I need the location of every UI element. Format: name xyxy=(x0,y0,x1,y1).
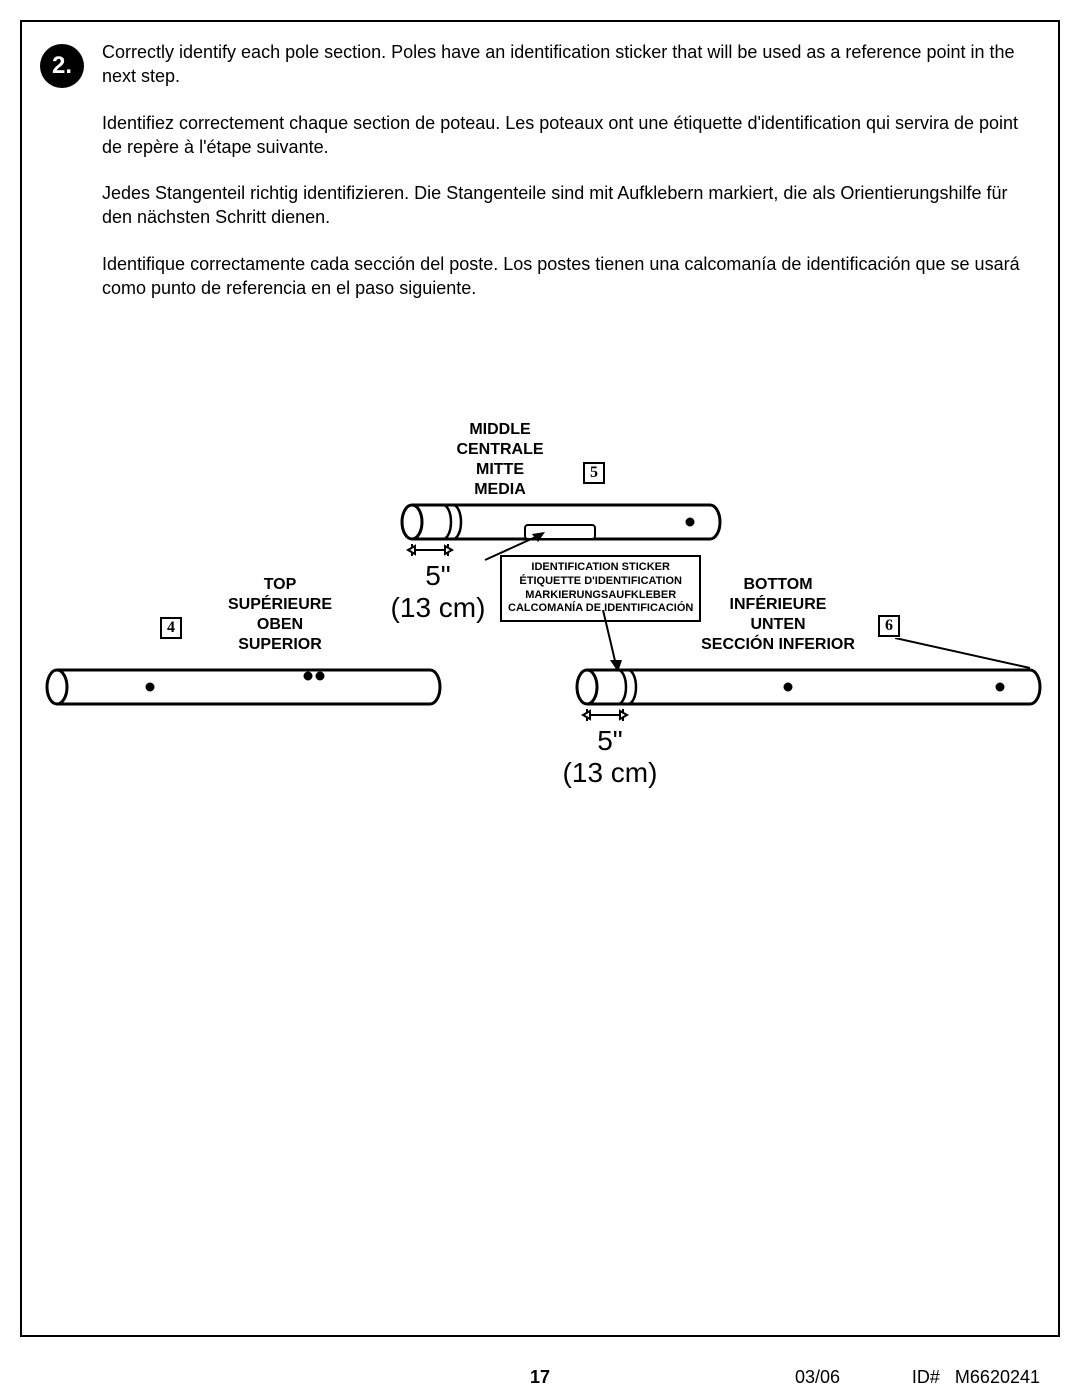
footer-doc-id: ID# M6620241 xyxy=(912,1367,1040,1388)
label-top-es: SUPERIOR xyxy=(210,635,350,655)
part-number-bottom: 6 xyxy=(878,615,900,637)
instruction-en: Correctly identify each pole section. Po… xyxy=(102,40,1040,89)
footer-date: 03/06 xyxy=(795,1367,840,1388)
part-number-top: 4 xyxy=(160,617,182,639)
label-top-en: TOP xyxy=(210,575,350,595)
label-middle-es: MEDIA xyxy=(440,480,560,500)
dim-middle-metric: (13 cm) xyxy=(388,592,488,624)
label-middle-de: MITTE xyxy=(440,460,560,480)
label-bottom-fr: INFÉRIEURE xyxy=(688,595,868,615)
dim-bottom-imperial: 5" xyxy=(560,725,660,757)
dim-bottom-metric: (13 cm) xyxy=(560,757,660,789)
sticker-fr: ÉTIQUETTE D'IDENTIFICATION xyxy=(508,575,693,589)
instruction-de: Jedes Stangenteil richtig identifizieren… xyxy=(102,181,1040,230)
id-label: ID# xyxy=(912,1367,940,1387)
pole-top-svg xyxy=(40,665,450,710)
content-area: 2. Correctly identify each pole section.… xyxy=(40,40,1040,322)
label-middle: MIDDLE CENTRALE MITTE MEDIA xyxy=(440,420,560,500)
label-bottom-es: SECCIÓN INFERIOR xyxy=(688,635,868,655)
label-bottom-de: UNTEN xyxy=(688,615,868,635)
label-bottom-en: BOTTOM xyxy=(688,575,868,595)
label-middle-en: MIDDLE xyxy=(440,420,560,440)
callout-arrow-middle xyxy=(470,530,570,570)
instruction-fr: Identifiez correctement chaque section d… xyxy=(102,111,1040,160)
label-top-fr: SUPÉRIEURE xyxy=(210,595,350,615)
diagram-area: MIDDLE CENTRALE MITTE MEDIA 5 xyxy=(40,400,1040,1000)
instructions-block: Correctly identify each pole section. Po… xyxy=(102,40,1040,322)
label-top: TOP SUPÉRIEURE OBEN SUPERIOR xyxy=(210,575,350,655)
dimension-bottom: 5" (13 cm) xyxy=(560,725,660,789)
instruction-es: Identifique correctamente cada sección d… xyxy=(102,252,1040,301)
id-value: M6620241 xyxy=(955,1367,1040,1387)
page-number: 17 xyxy=(530,1367,550,1388)
step-row: 2. Correctly identify each pole section.… xyxy=(40,40,1040,322)
step-number-badge: 2. xyxy=(40,44,84,88)
label-top-de: OBEN xyxy=(210,615,350,635)
label-bottom: BOTTOM INFÉRIEURE UNTEN SECCIÓN INFERIOR xyxy=(688,575,868,655)
part-number-middle: 5 xyxy=(583,462,605,484)
label-middle-fr: CENTRALE xyxy=(440,440,560,460)
sticker-de: MARKIERUNGSAUFKLEBER xyxy=(508,589,693,603)
